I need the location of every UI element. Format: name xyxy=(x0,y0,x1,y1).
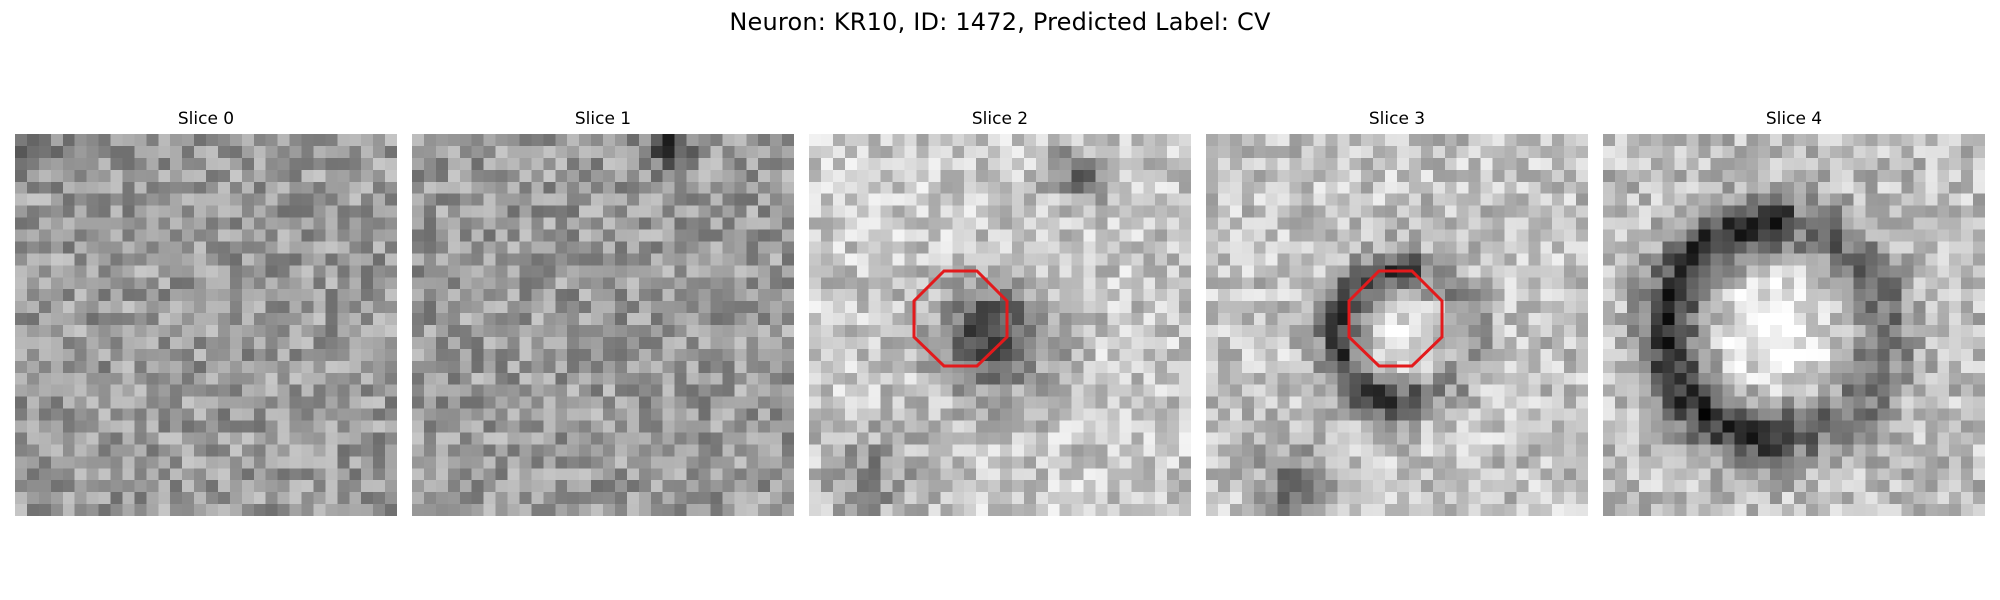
slice-image xyxy=(809,134,1191,516)
slice-title: Slice 0 xyxy=(177,109,235,129)
figure-title: Neuron: KR10, ID: 1472, Predicted Label:… xyxy=(729,8,1271,36)
slice-title: Slice 1 xyxy=(574,109,632,129)
slice-image xyxy=(1206,134,1588,516)
slice-panel-0: Slice 0 xyxy=(15,108,397,516)
roi-outline xyxy=(1347,269,1444,368)
slice-title: Slice 2 xyxy=(971,109,1029,129)
slice-title: Slice 4 xyxy=(1765,109,1823,129)
slice-panel-3: Slice 3 xyxy=(1206,108,1588,516)
slice-image xyxy=(15,134,397,516)
roi-outline xyxy=(912,269,1009,368)
slice-panel-2: Slice 2 xyxy=(809,108,1191,516)
slice-title: Slice 3 xyxy=(1368,109,1426,129)
slice-panel-1: Slice 1 xyxy=(412,108,794,516)
slice-image xyxy=(412,134,794,516)
slice-image xyxy=(1603,134,1985,516)
slice-panel-4: Slice 4 xyxy=(1603,108,1985,516)
